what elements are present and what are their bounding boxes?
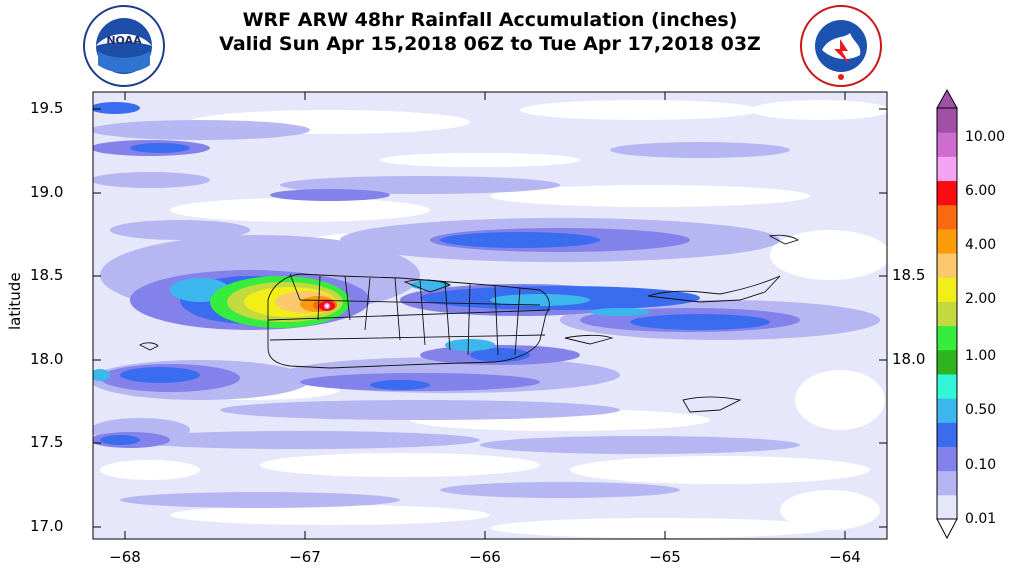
colorbar-segment — [937, 301, 957, 327]
colorbar-label: 1.00 — [965, 348, 997, 364]
title-line-1: WRF ARW 48hr Rainfall Accumulation (inch… — [242, 9, 738, 31]
colorbar-label: 10.00 — [965, 129, 1006, 145]
rainfall-field — [93, 92, 887, 539]
x-tick-label: −65 — [649, 548, 681, 566]
x-tick-label: −66 — [469, 548, 501, 566]
colorbar-label: 0.10 — [965, 457, 997, 473]
nws-logo — [800, 5, 882, 87]
y-tick-label-right: 18.0 — [892, 350, 926, 368]
y-axis-label: latitude — [6, 272, 24, 330]
noaa-logo: NOAA — [83, 5, 165, 87]
x-tick-label: −64 — [829, 548, 861, 566]
colorbar-segment — [937, 180, 957, 206]
noaa-logo-text: NOAA — [106, 34, 142, 47]
y-tick-label: 18.0 — [30, 350, 64, 368]
plot-frame — [92, 91, 888, 540]
colorbar-segment — [937, 349, 957, 375]
y-tick-label: 19.0 — [30, 183, 64, 201]
colorbar-label: 0.01 — [965, 511, 997, 527]
coastlines — [139, 234, 800, 413]
colorbar-bottom-arrow — [936, 518, 958, 540]
colorbar-segment — [937, 253, 957, 278]
title-line-2: Valid Sun Apr 15,2018 06Z to Tue Apr 17,… — [219, 33, 761, 55]
y-tick-label: 18.5 — [30, 266, 64, 284]
colorbar-label: 6.00 — [965, 183, 997, 199]
colorbar-segment — [937, 204, 957, 230]
x-tick-label: −68 — [109, 548, 141, 566]
y-tick-label: 17.0 — [30, 517, 64, 535]
colorbar-segment — [937, 470, 957, 496]
colorbar-segment — [937, 156, 957, 182]
colorbar-segment — [937, 277, 957, 302]
colorbar-segment — [937, 398, 957, 423]
colorbar-label: 0.50 — [965, 402, 997, 418]
colorbar-segment — [937, 373, 957, 399]
colorbar-label: 2.00 — [965, 291, 997, 307]
colorbar — [936, 88, 958, 540]
colorbar-top-arrow — [936, 88, 958, 109]
x-tick-label: −67 — [289, 548, 321, 566]
colorbar-segment — [937, 422, 957, 447]
y-tick-label-right: 18.5 — [892, 266, 926, 284]
colorbar-segment — [937, 325, 957, 351]
colorbar-segment — [937, 494, 957, 520]
colorbar-segment — [937, 108, 957, 133]
colorbar-label: 4.00 — [965, 237, 997, 253]
chart-title: WRF ARW 48hr Rainfall Accumulation (inch… — [0, 8, 980, 56]
colorbar-segment — [937, 446, 957, 472]
y-tick-label: 17.5 — [30, 433, 64, 451]
colorbar-segment — [937, 132, 957, 157]
y-tick-label: 19.5 — [30, 99, 64, 117]
colorbar-segment — [937, 228, 957, 254]
